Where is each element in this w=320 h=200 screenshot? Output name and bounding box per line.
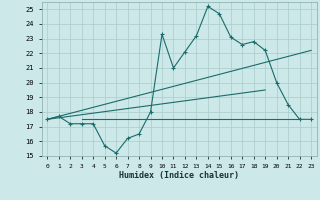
X-axis label: Humidex (Indice chaleur): Humidex (Indice chaleur) [119,171,239,180]
